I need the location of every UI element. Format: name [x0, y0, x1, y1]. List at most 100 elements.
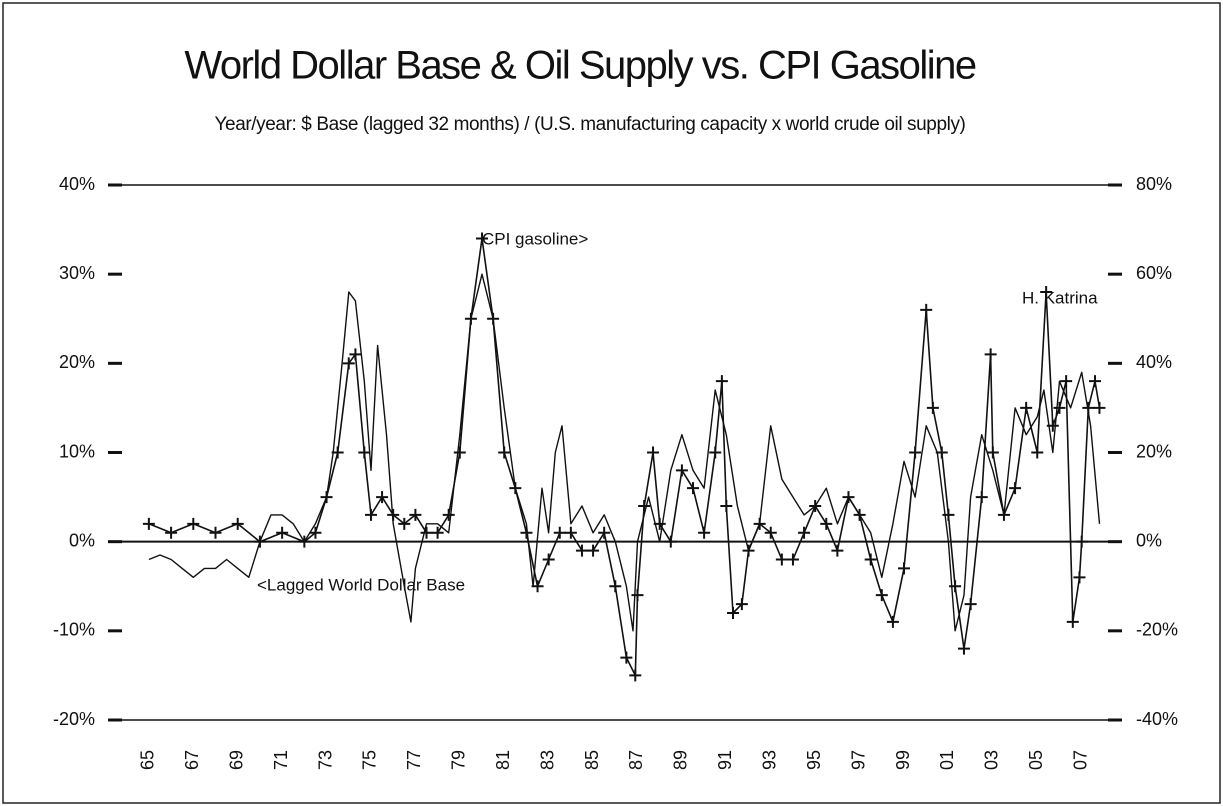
plus-marker: [298, 535, 311, 548]
plus-marker: [331, 446, 344, 459]
plus-marker: [309, 526, 322, 539]
plus-marker: [358, 446, 371, 459]
plus-marker: [664, 535, 677, 548]
plus-marker: [920, 303, 933, 316]
chart-subtitle: Year/year: $ Base (lagged 32 months) / (…: [215, 114, 966, 135]
plus-marker: [742, 544, 755, 557]
plus-marker: [720, 500, 733, 512]
y2-tick-label: 0%: [1136, 530, 1162, 550]
x-tick-label: 89: [671, 750, 691, 770]
plus-marker: [498, 446, 511, 459]
y-tick-label: 30%: [59, 263, 95, 283]
plus-marker: [926, 401, 939, 414]
plus-marker: [420, 526, 433, 539]
plus-marker: [1066, 615, 1079, 628]
plus-marker: [957, 642, 970, 655]
plus-marker: [1082, 401, 1095, 414]
plus-marker: [631, 589, 644, 602]
x-tick-label: 93: [759, 750, 779, 770]
plus-marker: [165, 526, 178, 539]
plus-marker: [464, 312, 477, 325]
y-tick-label: 10%: [59, 441, 95, 461]
x-tick-label: 01: [937, 750, 957, 770]
plus-marker: [909, 446, 922, 459]
plus-marker: [831, 544, 844, 557]
plus-marker: [629, 669, 642, 682]
plus-marker: [253, 535, 266, 548]
plus-marker: [786, 553, 799, 566]
plus-marker: [1020, 401, 1033, 414]
plus-marker: [984, 348, 997, 361]
plus-marker: [842, 491, 855, 504]
plus-marker: [142, 517, 155, 530]
plus-marker: [1046, 419, 1059, 432]
x-tick-label: 95: [804, 750, 824, 770]
y2-tick-label: 20%: [1136, 441, 1172, 461]
plus-marker: [975, 491, 988, 504]
x-tick-label: 87: [626, 750, 646, 770]
plus-marker: [409, 508, 422, 521]
x-tick-label: 75: [360, 750, 380, 770]
plus-marker: [647, 446, 660, 459]
plus-marker: [1075, 535, 1088, 548]
plus-marker: [564, 526, 577, 539]
plus-marker: [886, 615, 899, 628]
plus-marker: [575, 544, 588, 557]
plus-marker: [276, 526, 289, 539]
plus-marker: [531, 580, 544, 593]
plus-marker: [1073, 571, 1086, 584]
plus-marker: [764, 526, 777, 539]
x-tick-label: 91: [715, 750, 735, 770]
plus-marker: [735, 598, 748, 611]
y2-tick-label: -20%: [1136, 620, 1178, 640]
x-tick-label: 73: [315, 750, 335, 770]
plus-marker: [349, 348, 362, 361]
plus-marker: [442, 508, 455, 521]
plus-marker: [509, 482, 522, 495]
plus-marker: [1060, 375, 1073, 388]
x-tick-label: 03: [982, 750, 1002, 770]
x-tick-label: 85: [582, 750, 602, 770]
plus-marker: [942, 508, 955, 521]
plus-marker: [949, 580, 962, 593]
x-tick-label: 83: [537, 750, 557, 770]
plus-marker: [231, 517, 244, 530]
plus-marker: [376, 491, 389, 504]
plus-marker: [853, 508, 866, 521]
series-line: [148, 237, 1101, 677]
plus-marker: [698, 526, 711, 539]
plus-marker: [715, 375, 728, 388]
plus-marker: [587, 544, 600, 557]
series-label: <Lagged World Dollar Base: [257, 575, 465, 594]
plus-marker: [1031, 446, 1044, 459]
plus-marker: [187, 517, 200, 530]
chart-title: World Dollar Base & Oil Supply vs. CPI G…: [184, 44, 976, 88]
plus-marker: [687, 482, 700, 495]
x-tick-label: 67: [182, 750, 202, 770]
plus-marker: [387, 508, 400, 521]
plus-marker: [364, 508, 377, 521]
plus-marker: [820, 517, 833, 530]
plus-marker: [898, 562, 911, 575]
plus-marker: [1089, 375, 1102, 388]
plus-marker: [598, 526, 611, 539]
x-tick-label: 07: [1070, 750, 1090, 770]
plus-marker: [476, 232, 489, 245]
plus-marker: [609, 580, 622, 593]
plus-marker: [638, 500, 651, 512]
plus-marker: [964, 598, 977, 611]
plus-marker: [875, 589, 888, 602]
plus-marker: [726, 607, 739, 619]
x-tick-label: 77: [404, 750, 424, 770]
plus-marker: [209, 526, 222, 539]
plus-marker: [431, 526, 444, 539]
plus-marker: [809, 500, 822, 512]
y-tick-label: -10%: [53, 620, 95, 640]
y-tick-label: 20%: [59, 352, 95, 372]
plus-marker: [1093, 401, 1106, 414]
plus-marker: [553, 526, 566, 539]
y2-tick-label: 40%: [1136, 352, 1172, 372]
plus-marker: [1053, 401, 1066, 414]
x-tick-label: 69: [226, 750, 246, 770]
